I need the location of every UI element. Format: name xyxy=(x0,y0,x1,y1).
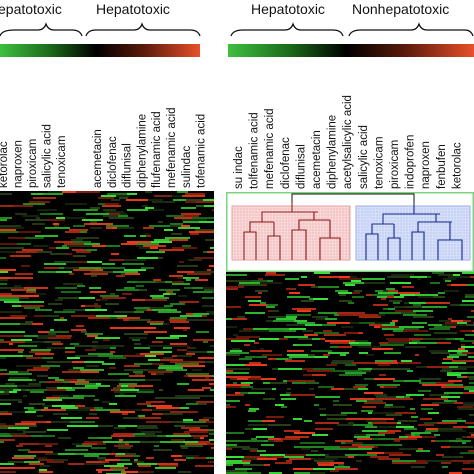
right-heatmap xyxy=(226,272,474,474)
left-heatmap xyxy=(0,191,214,474)
drug-label: diflunisal xyxy=(121,143,134,188)
drug-label: naproxen xyxy=(420,141,433,189)
drug-label: tenoxicam xyxy=(373,136,386,189)
drug-label: diphenylamine xyxy=(326,114,339,189)
drug-label: piroxicam xyxy=(27,138,39,188)
drug-label: tofenamic acid xyxy=(195,113,208,188)
drug-label: naproxen xyxy=(12,140,25,188)
drug-label: tolfenamic acid xyxy=(248,112,261,189)
right-color-scale-bar xyxy=(228,44,474,57)
left-group-label-hepatotoxic: Hepatotoxic xyxy=(96,1,170,17)
right-group-label-hepatotoxic: Hepatotoxic xyxy=(251,1,325,17)
right-dendrogram xyxy=(226,192,474,272)
drug-label: diclofenac xyxy=(279,137,292,189)
drug-label: ketorolac xyxy=(451,142,464,189)
drug-label: fenbufen xyxy=(435,144,448,189)
drug-label: salicylic acid xyxy=(41,124,54,188)
right-group-braces xyxy=(230,22,474,37)
drug-label: ketorolac xyxy=(0,141,10,188)
drug-label: diclofenac xyxy=(106,136,119,188)
left-group-braces xyxy=(0,22,201,37)
drug-label: diflunisal xyxy=(295,144,308,189)
drug-label: indoprofen xyxy=(404,134,417,189)
drug-label: salicylic acid xyxy=(357,125,370,189)
right-group-label-nonhepatotoxic: Nonhepatotoxic xyxy=(352,1,450,17)
drug-label: su indac xyxy=(233,146,245,189)
drug-label: flufenamic acid xyxy=(151,111,164,188)
drug-label: mefenamic acid xyxy=(166,107,178,188)
left-group-label-nonhepatotoxic: epatotoxic xyxy=(0,1,62,17)
drug-label: acemetacin xyxy=(311,130,323,189)
drug-label: piroxicam xyxy=(389,139,401,189)
drug-label: mefenamic acid xyxy=(264,108,277,189)
drug-label: diphenylamine xyxy=(136,113,149,188)
drug-label: sulindac xyxy=(180,145,193,188)
drug-label: acemetacin xyxy=(92,129,104,188)
drug-label: acetylsalicylic acid xyxy=(342,95,355,189)
left-color-scale-bar xyxy=(0,44,200,57)
drug-label: tenoxicam xyxy=(56,135,68,188)
